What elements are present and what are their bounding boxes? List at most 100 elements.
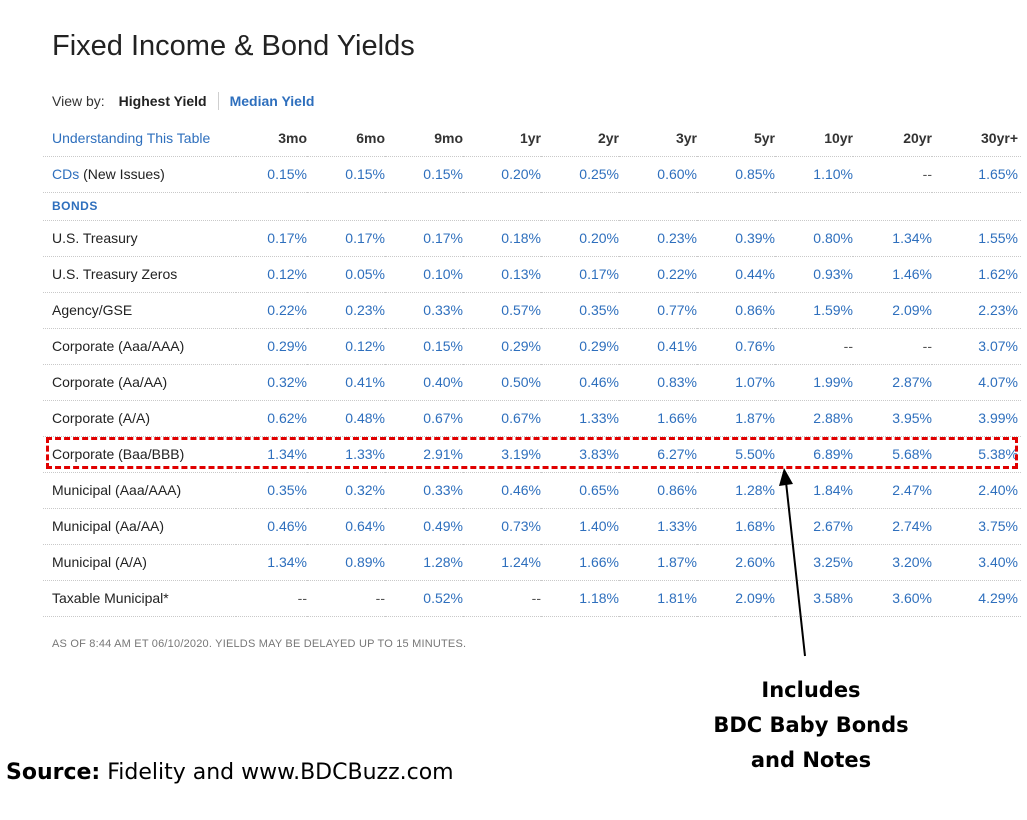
yield-cell[interactable]: 0.32%	[236, 364, 307, 401]
yield-cell[interactable]: 3.60%	[853, 580, 932, 617]
yield-cell[interactable]: 0.86%	[697, 292, 775, 329]
yield-cell[interactable]: 0.10%	[385, 256, 463, 293]
yield-cell[interactable]: 0.12%	[307, 328, 385, 365]
yield-cell[interactable]: 3.99%	[932, 400, 1021, 437]
yield-cell[interactable]: 0.23%	[619, 220, 697, 257]
yield-cell[interactable]: 0.65%	[541, 472, 619, 509]
yield-cell[interactable]: 0.76%	[697, 328, 775, 365]
yield-cell[interactable]: 1.66%	[619, 400, 697, 437]
yield-cell[interactable]: 0.17%	[385, 220, 463, 257]
yield-cell[interactable]: 1.33%	[541, 400, 619, 437]
yield-cell[interactable]: 0.67%	[385, 400, 463, 437]
yield-cell[interactable]: 0.46%	[236, 508, 307, 545]
yield-cell[interactable]: 1.24%	[463, 544, 541, 581]
yield-cell[interactable]: 2.09%	[853, 292, 932, 329]
yield-cell[interactable]: 1.66%	[541, 544, 619, 581]
highest-yield-option[interactable]: Highest Yield	[118, 93, 207, 109]
yield-cell[interactable]: 0.46%	[541, 364, 619, 401]
yield-cell[interactable]: 3.95%	[853, 400, 932, 437]
yield-cell[interactable]: 0.48%	[307, 400, 385, 437]
yield-cell[interactable]: 0.05%	[307, 256, 385, 293]
yield-cell[interactable]: 0.40%	[385, 364, 463, 401]
yield-cell[interactable]: 0.35%	[541, 292, 619, 329]
yield-cell[interactable]: 0.29%	[463, 328, 541, 365]
yield-cell[interactable]: 1.65%	[932, 156, 1021, 193]
yield-cell[interactable]: 2.87%	[853, 364, 932, 401]
yield-cell[interactable]: 0.80%	[775, 220, 853, 257]
cds-link[interactable]: CDs	[52, 166, 80, 182]
yield-cell[interactable]: 1.55%	[932, 220, 1021, 257]
yield-cell[interactable]: 2.60%	[697, 544, 775, 581]
yield-cell[interactable]: 3.25%	[775, 544, 853, 581]
yield-cell[interactable]: 0.33%	[385, 472, 463, 509]
yield-cell[interactable]: 2.09%	[697, 580, 775, 617]
yield-cell[interactable]: 0.89%	[307, 544, 385, 581]
yield-cell[interactable]: 0.20%	[463, 156, 541, 193]
yield-cell[interactable]: 0.49%	[385, 508, 463, 545]
yield-cell[interactable]: 0.33%	[385, 292, 463, 329]
yield-cell[interactable]: 0.15%	[385, 156, 463, 193]
yield-cell[interactable]: 0.52%	[385, 580, 463, 617]
yield-cell[interactable]: 2.47%	[853, 472, 932, 509]
yield-cell[interactable]: 0.29%	[541, 328, 619, 365]
yield-cell[interactable]: 0.77%	[619, 292, 697, 329]
yield-cell[interactable]: 0.22%	[236, 292, 307, 329]
yield-cell[interactable]: 0.23%	[307, 292, 385, 329]
yield-cell[interactable]: 1.10%	[775, 156, 853, 193]
yield-cell[interactable]: 0.73%	[463, 508, 541, 545]
yield-cell[interactable]: 1.68%	[697, 508, 775, 545]
yield-cell[interactable]: 3.58%	[775, 580, 853, 617]
yield-cell[interactable]: 1.87%	[697, 400, 775, 437]
yield-cell[interactable]: 0.32%	[307, 472, 385, 509]
yield-cell[interactable]: 0.15%	[385, 328, 463, 365]
yield-cell[interactable]: 1.07%	[697, 364, 775, 401]
yield-cell[interactable]: 2.40%	[932, 472, 1021, 509]
yield-cell[interactable]: 1.28%	[385, 544, 463, 581]
yield-cell[interactable]: 1.46%	[853, 256, 932, 293]
yield-cell[interactable]: 2.23%	[932, 292, 1021, 329]
yield-cell[interactable]: 4.07%	[932, 364, 1021, 401]
yield-cell[interactable]: 1.62%	[932, 256, 1021, 293]
yield-cell[interactable]: 1.99%	[775, 364, 853, 401]
yield-cell[interactable]: 0.29%	[236, 328, 307, 365]
yield-cell[interactable]: 4.29%	[932, 580, 1021, 617]
yield-cell[interactable]: 1.33%	[619, 508, 697, 545]
yield-cell[interactable]: 3.07%	[932, 328, 1021, 365]
yield-cell[interactable]: 0.18%	[463, 220, 541, 257]
yield-cell[interactable]: 0.50%	[463, 364, 541, 401]
yield-cell[interactable]: 0.83%	[619, 364, 697, 401]
yield-cell[interactable]: 1.81%	[619, 580, 697, 617]
yield-cell[interactable]: 0.17%	[307, 220, 385, 257]
yield-cell[interactable]: 0.41%	[307, 364, 385, 401]
yield-cell[interactable]: 0.62%	[236, 400, 307, 437]
yield-cell[interactable]: 1.18%	[541, 580, 619, 617]
yield-cell[interactable]: 0.60%	[619, 156, 697, 193]
yield-cell[interactable]: 0.41%	[619, 328, 697, 365]
yield-cell[interactable]: 0.35%	[236, 472, 307, 509]
yield-cell[interactable]: 2.88%	[775, 400, 853, 437]
yield-cell[interactable]: 0.15%	[307, 156, 385, 193]
yield-cell[interactable]: 2.67%	[775, 508, 853, 545]
yield-cell[interactable]: 0.57%	[463, 292, 541, 329]
yield-cell[interactable]: 0.93%	[775, 256, 853, 293]
yield-cell[interactable]: 0.25%	[541, 156, 619, 193]
yield-cell[interactable]: 0.22%	[619, 256, 697, 293]
yield-cell[interactable]: 2.74%	[853, 508, 932, 545]
yield-cell[interactable]: 1.40%	[541, 508, 619, 545]
understanding-table-link[interactable]: Understanding This Table	[52, 129, 211, 146]
yield-cell[interactable]: 0.13%	[463, 256, 541, 293]
yield-cell[interactable]: 0.17%	[541, 256, 619, 293]
yield-cell[interactable]: 0.15%	[236, 156, 307, 193]
yield-cell[interactable]: 0.44%	[697, 256, 775, 293]
median-yield-link[interactable]: Median Yield	[229, 93, 315, 109]
yield-cell[interactable]: 3.20%	[853, 544, 932, 581]
yield-cell[interactable]: 0.20%	[541, 220, 619, 257]
yield-cell[interactable]: 0.67%	[463, 400, 541, 437]
yield-cell[interactable]: 0.86%	[619, 472, 697, 509]
yield-cell[interactable]: 0.39%	[697, 220, 775, 257]
yield-cell[interactable]: 0.85%	[697, 156, 775, 193]
yield-cell[interactable]: 0.12%	[236, 256, 307, 293]
yield-cell[interactable]: 1.34%	[853, 220, 932, 257]
yield-cell[interactable]: 3.75%	[932, 508, 1021, 545]
yield-cell[interactable]: 1.28%	[697, 472, 775, 509]
